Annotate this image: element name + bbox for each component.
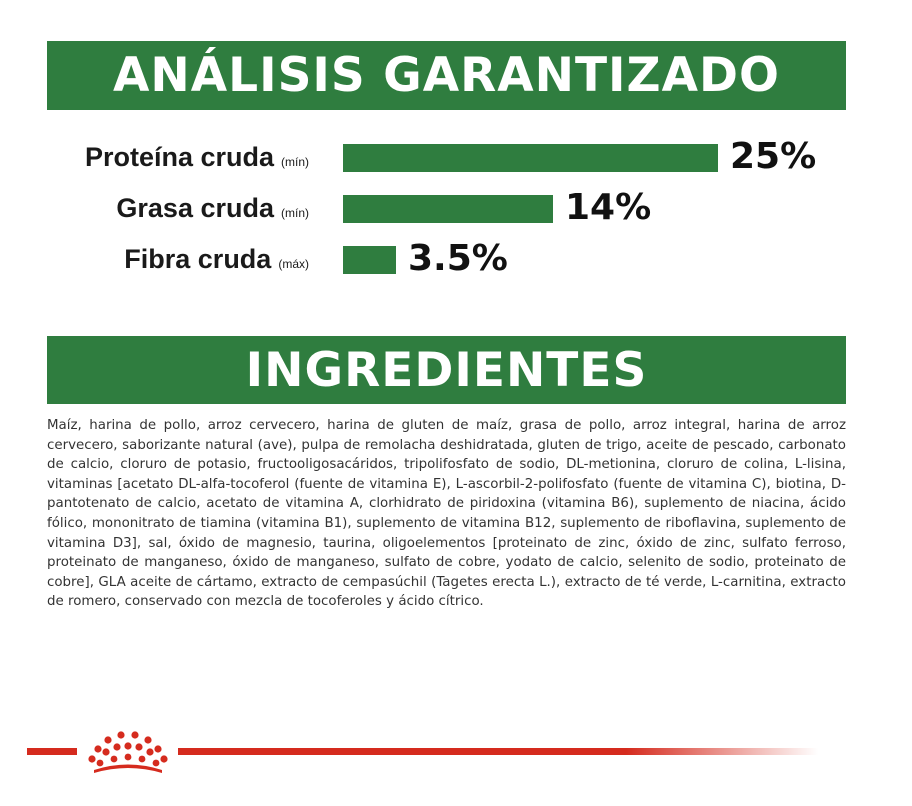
- nutrient-name: Proteína cruda: [84, 142, 274, 172]
- analysis-row-protein: Proteína cruda (mín) 25%: [0, 136, 912, 177]
- ingredients-list: Maíz, harina de pollo, arroz cervecero, …: [47, 418, 846, 610]
- nutrient-qualifier: (mín): [281, 155, 309, 169]
- analysis-row-label: Fibra cruda (máx): [124, 244, 309, 275]
- nutrient-name: Fibra cruda: [124, 244, 272, 274]
- nutrient-bar: [343, 246, 396, 274]
- analysis-row-fat: Grasa cruda (mín) 14%: [0, 187, 912, 228]
- nutrient-bar: [343, 144, 718, 172]
- ingredients-banner: INGREDIENTES: [47, 336, 846, 404]
- nutrient-qualifier: (mín): [281, 206, 309, 220]
- nutrient-value: 3.5%: [408, 238, 508, 279]
- nutrient-name: Grasa cruda: [116, 193, 274, 223]
- footer-red-line-left: [27, 748, 77, 755]
- nutrient-value: 14%: [565, 187, 652, 228]
- nutrient-bar: [343, 195, 553, 223]
- analysis-banner: ANÁLISIS GARANTIZADO: [47, 41, 846, 110]
- nutrient-value: 25%: [730, 136, 817, 177]
- analysis-row-label: Proteína cruda (mín): [85, 142, 309, 173]
- analysis-row-label: Grasa cruda (mín): [116, 193, 309, 224]
- analysis-row-fiber: Fibra cruda (máx) 3.5%: [0, 238, 912, 279]
- analysis-title: ANÁLISIS GARANTIZADO: [113, 48, 780, 103]
- nutrient-qualifier: (máx): [278, 257, 309, 271]
- royal-canin-crown-icon: [88, 731, 168, 773]
- ingredients-title: INGREDIENTES: [245, 342, 648, 398]
- footer-red-line-right: [178, 748, 818, 755]
